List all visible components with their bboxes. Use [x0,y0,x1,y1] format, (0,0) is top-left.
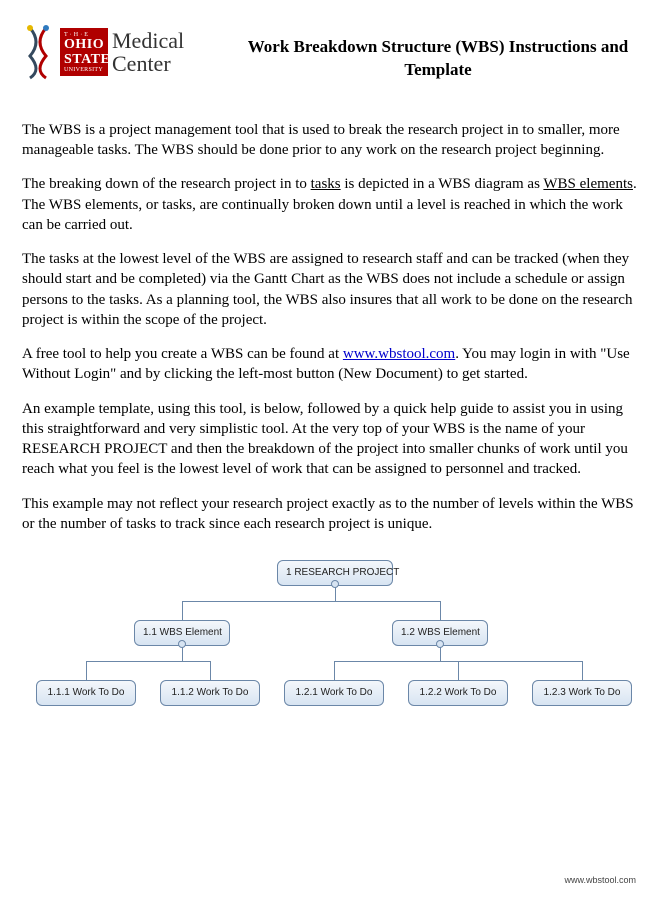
wbs-node: 1.1.1 Work To Do [36,680,136,706]
page-title: Work Breakdown Structure (WBS) Instructi… [232,24,644,82]
logo-text-1: Medical [112,29,184,52]
wbs-handle [178,640,186,648]
p2-text-a: The breaking down of the research projec… [22,176,311,192]
wbs-connector [210,661,211,680]
logo-text-2: Center [112,52,184,75]
wbs-connector [86,661,210,662]
logo-line1: OHIO [64,38,104,53]
paragraph-4: A free tool to help you create a WBS can… [22,344,644,385]
wbs-handle [331,580,339,588]
p2-underline-tasks: tasks [311,176,341,192]
logo: T · H · E OHIO STATE UNIVERSITY Medical … [22,24,232,80]
logo-line2: STATE [64,53,104,68]
wbs-connector [440,601,441,620]
footnote: www.wbstool.com [564,874,636,886]
p2-text-b: is depicted in a WBS diagram as [341,176,544,192]
wbs-connector [334,661,335,680]
wbstool-link[interactable]: www.wbstool.com [343,346,455,362]
header: T · H · E OHIO STATE UNIVERSITY Medical … [22,24,644,82]
wbs-diagram: 1 RESEARCH PROJECT1.1 WBS Element1.2 WBS… [22,560,644,740]
paragraph-3: The tasks at the lowest level of the WBS… [22,249,644,330]
wbs-connector [458,661,459,680]
logo-sub: UNIVERSITY [64,67,104,73]
paragraph-6: This example may not reflect your resear… [22,494,644,535]
logo-badge: T · H · E OHIO STATE UNIVERSITY [60,28,108,77]
wbs-connector [582,661,583,680]
p4-text-a: A free tool to help you create a WBS can… [22,346,343,362]
wbs-connector [86,661,87,680]
wbs-connector [182,601,440,602]
wbs-connector [182,601,183,620]
logo-text: Medical Center [112,29,184,75]
wbs-node: 1.2.2 Work To Do [408,680,508,706]
wbs-node: 1.1.2 Work To Do [160,680,260,706]
wbs-node: 1.2.3 Work To Do [532,680,632,706]
wbs-handle [436,640,444,648]
wbs-node: 1.2.1 Work To Do [284,680,384,706]
paragraph-2: The breaking down of the research projec… [22,174,644,235]
paragraph-5: An example template, using this tool, is… [22,399,644,480]
p2-underline-elements: WBS elements [543,176,633,192]
helix-icon [22,24,54,80]
paragraph-1: The WBS is a project management tool tha… [22,120,644,161]
